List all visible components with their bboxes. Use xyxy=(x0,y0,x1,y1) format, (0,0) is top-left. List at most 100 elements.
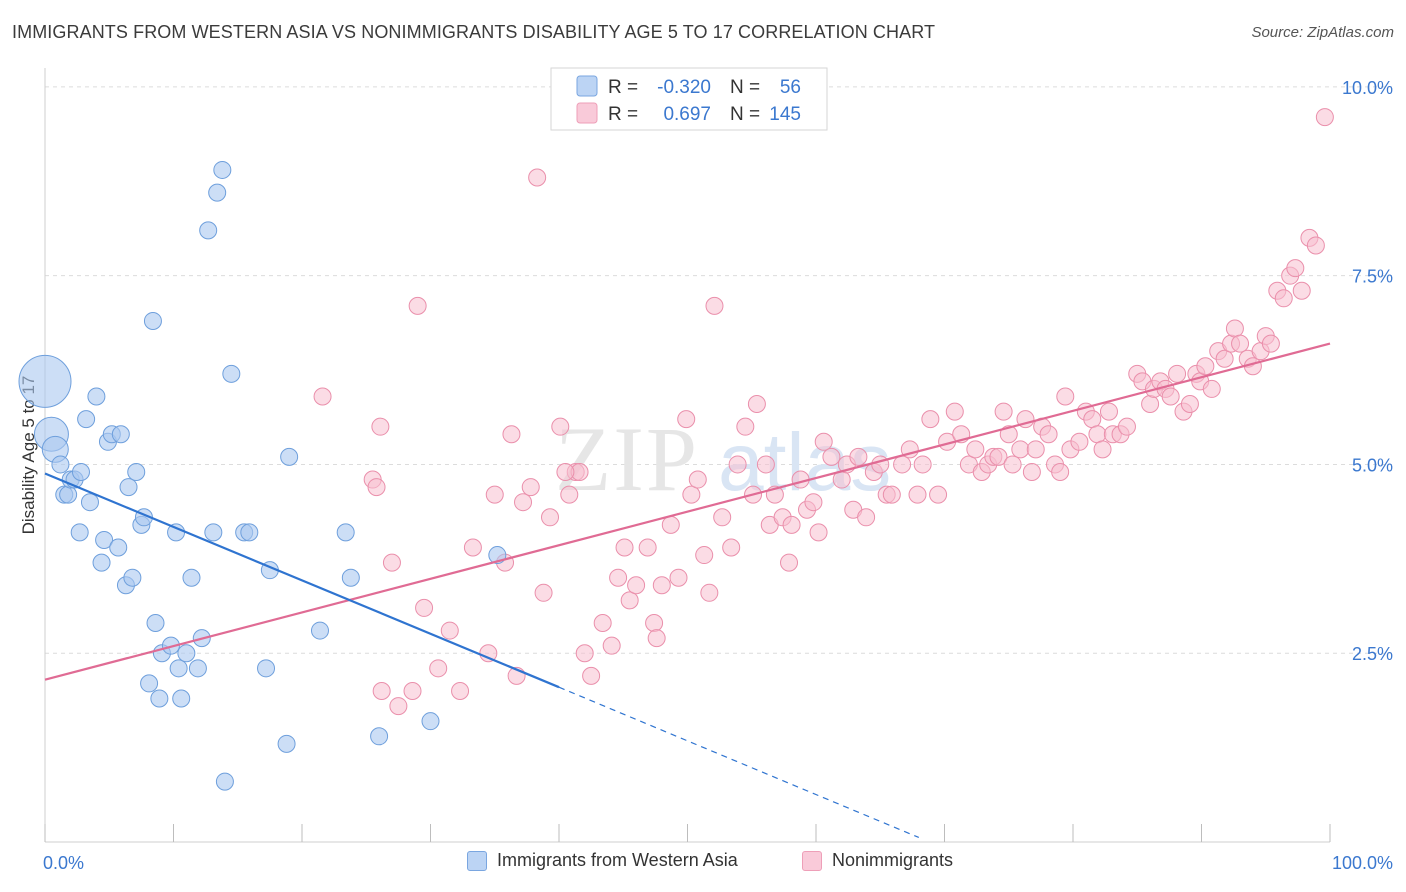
nonimmigrants-point-142 xyxy=(1306,236,1325,255)
nonimmigrants-point-64 xyxy=(814,432,833,451)
nonimmigrants-point-2 xyxy=(367,478,386,497)
western-asia-point-20 xyxy=(119,478,138,497)
western-asia-point-52 xyxy=(341,568,360,587)
nonimmigrants-point-135 xyxy=(1261,334,1280,353)
nonimmigrants-point-49 xyxy=(722,538,741,557)
nonimmigrants-point-35 xyxy=(627,576,646,595)
x-tick-label-1: 100.0% xyxy=(1332,853,1393,873)
nonimmigrants-point-28 xyxy=(575,644,594,663)
nonimmigrants-point-44 xyxy=(688,470,707,489)
western-asia-point-17 xyxy=(109,538,128,557)
nonimmigrants-point-144 xyxy=(528,168,547,187)
western-asia-point-53 xyxy=(370,727,389,746)
nonimmigrants-point-91 xyxy=(999,425,1018,444)
pink-swatch xyxy=(802,850,822,871)
nonimmigrants-point-40 xyxy=(661,515,680,534)
watermark-zip: ZIP xyxy=(555,408,699,510)
nonimmigrants-point-137 xyxy=(1274,289,1293,308)
western-asia-point-51 xyxy=(336,523,355,542)
nonimmigrants-point-77 xyxy=(908,485,927,504)
legend-item-nonimmigrants: Nonimmigrants xyxy=(802,850,953,871)
nonimmigrants-point-93 xyxy=(1011,440,1030,459)
nonimmigrants-point-42 xyxy=(677,410,696,429)
nonimmigrants-point-80 xyxy=(929,485,948,504)
y-tick-label-0: 2.5% xyxy=(1352,644,1393,664)
stats-n-label-1: N = xyxy=(730,104,760,125)
stats-r-value-1: 0.697 xyxy=(663,104,711,125)
nonimmigrants-point-58 xyxy=(780,553,799,572)
western-asia-point-8 xyxy=(71,462,90,481)
nonimmigrants-point-95 xyxy=(1022,462,1041,481)
western-asia-point-41 xyxy=(213,160,232,179)
western-asia-point-12 xyxy=(87,387,106,406)
watermark: ZIP atlas xyxy=(555,408,891,510)
nonimmigrants-point-6 xyxy=(389,697,408,716)
nonimmigrants-point-124 xyxy=(1196,357,1215,376)
nonimmigrants-point-72 xyxy=(871,455,890,474)
nonimmigrants-point-79 xyxy=(921,410,940,429)
y-tick-label-2: 7.5% xyxy=(1352,267,1393,287)
nonimmigrants-point-3 xyxy=(371,417,390,436)
western-asia-point-43 xyxy=(222,364,241,383)
western-asia-point-39 xyxy=(204,523,223,542)
nonimmigrants-point-33 xyxy=(615,538,634,557)
stats-legend: R = -0.320 N = 56 R = 0.697 N = 145 xyxy=(550,67,828,131)
nonimmigrants-point-139 xyxy=(1286,259,1305,278)
grid-lines xyxy=(45,86,1392,654)
nonimmigrants-point-41 xyxy=(669,568,688,587)
nonimmigrants-point-143 xyxy=(1315,108,1334,127)
nonimmigrants-point-12 xyxy=(451,681,470,700)
nonimmigrants-point-20 xyxy=(521,478,540,497)
nonimmigrants-point-59 xyxy=(782,515,801,534)
nonimmigrants-point-30 xyxy=(593,614,612,633)
nonimmigrants-point-106 xyxy=(1088,425,1107,444)
western-asia-point-50 xyxy=(310,621,329,640)
nonimmigrants-point-74 xyxy=(882,485,901,504)
nonimmigrants-point-32 xyxy=(609,568,628,587)
nonimmigrants-point-22 xyxy=(541,508,560,527)
tick-labels: 2.5% 5.0% 7.5% 10.0% 0.0% 100.0% xyxy=(43,78,1393,873)
western-asia-point-33 xyxy=(172,689,191,708)
stats-n-value-1: 145 xyxy=(769,104,801,125)
nonimmigrants-point-29 xyxy=(582,666,601,685)
nonimmigrants-point-27 xyxy=(556,462,575,481)
nonimmigrants-point-107 xyxy=(1093,440,1112,459)
nonimmigrants-point-38 xyxy=(647,629,666,648)
nonimmigrants-point-13 xyxy=(463,538,482,557)
nonimmigrants-point-105 xyxy=(1083,410,1102,429)
nonimmigrants-point-5 xyxy=(372,681,391,700)
stats-r-label-0: R = xyxy=(608,77,638,98)
y-tick-label-3: 10.0% xyxy=(1342,78,1393,98)
western-asia-point-14 xyxy=(95,530,114,549)
nonimmigrants-point-118 xyxy=(1161,387,1180,406)
western-asia-point-48 xyxy=(277,734,296,753)
western-asia-point-18 xyxy=(111,425,130,444)
western-asia-point-38 xyxy=(199,221,218,240)
stats-swatch-1 xyxy=(576,102,598,124)
x-tick-label-0: 0.0% xyxy=(43,853,84,873)
chart-source: Source: ZipAtlas.com xyxy=(1251,24,1394,41)
nonimmigrants-point-114 xyxy=(1141,395,1160,414)
blue-swatch xyxy=(467,850,487,871)
nonimmigrants-point-108 xyxy=(1099,402,1118,421)
stats-r-value-0: -0.320 xyxy=(657,77,711,98)
nonimmigrants-point-70 xyxy=(857,508,876,527)
nonimmigrants-point-78 xyxy=(913,455,932,474)
nonimmigrants-point-140 xyxy=(1292,281,1311,300)
nonimmigrants-point-45 xyxy=(695,546,714,565)
nonimmigrants-point-54 xyxy=(756,455,775,474)
nonimmigrants-point-119 xyxy=(1168,364,1187,383)
nonimmigrants-point-34 xyxy=(620,591,639,610)
nonimmigrants-point-11 xyxy=(440,621,459,640)
nonimmigrants-point-96 xyxy=(1026,440,1045,459)
western-asia-point-34 xyxy=(177,644,196,663)
nonimmigrants-point-9 xyxy=(415,598,434,617)
legend-label-nonimmigrants: Nonimmigrants xyxy=(832,850,954,870)
nonimmigrants-point-92 xyxy=(1003,455,1022,474)
nonimmigrants-point-10 xyxy=(429,659,448,678)
nonimmigrants-point-90 xyxy=(994,402,1013,421)
nonimmigrants-point-31 xyxy=(602,636,621,655)
nonimmigrants-point-23 xyxy=(551,417,570,436)
nonimmigrants-point-111 xyxy=(1117,417,1136,436)
